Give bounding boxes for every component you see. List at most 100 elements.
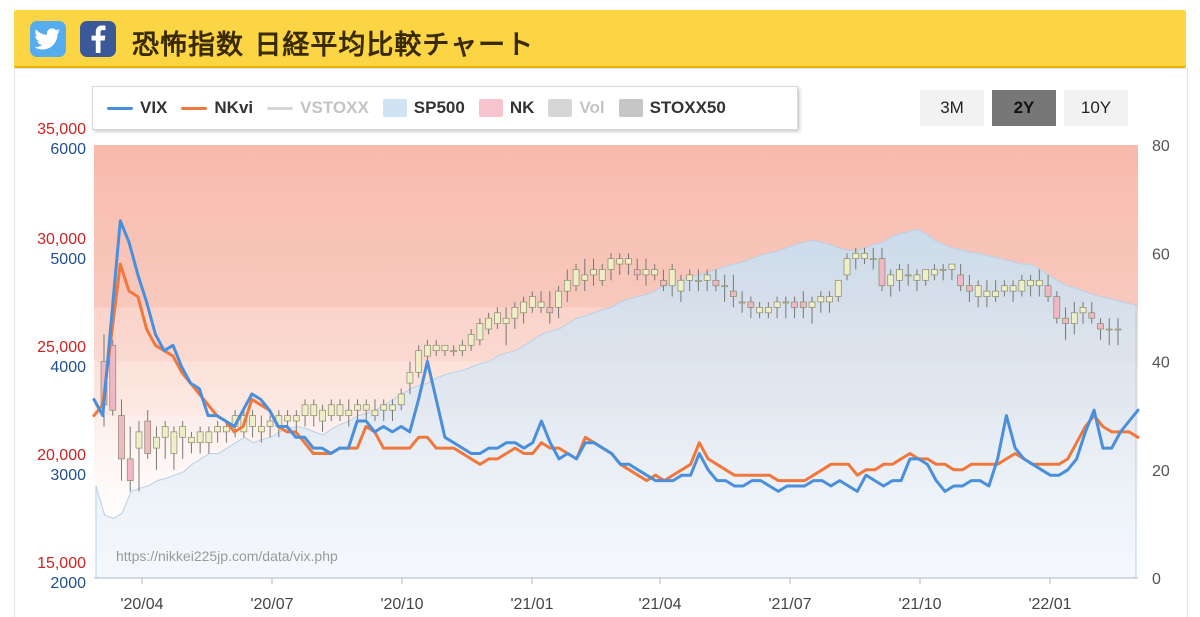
stoxx50-candle-body (555, 290, 562, 308)
stoxx50-candle-body (1018, 279, 1026, 292)
stoxx50-candle-body (633, 269, 641, 276)
legend-label: STOXX50 (649, 98, 726, 117)
stoxx50-candle-body (896, 269, 903, 281)
stoxx50-candle-body (563, 279, 571, 292)
legend-swatch (107, 106, 133, 110)
stoxx50-candle-body (520, 301, 527, 314)
stoxx50-candle-body (546, 307, 554, 314)
stoxx50-candle-body (397, 393, 405, 406)
stoxx50-candle-body (904, 274, 912, 277)
stoxx50-candle-body (179, 426, 187, 438)
stoxx50-candle-body (974, 285, 982, 297)
legend-item-nkvi[interactable]: NKvi (181, 98, 253, 118)
stoxx50-candle-body (782, 301, 790, 304)
stoxx50-candle-body (721, 285, 728, 288)
stoxx50-candle-body (957, 274, 965, 287)
left-axis-nk-tick: 30,000 (37, 231, 86, 248)
stoxx50-candle-body (441, 344, 449, 352)
x-tick-label: '21/01 (510, 596, 553, 613)
stoxx50-candle-body (284, 415, 291, 422)
legend-swatch (548, 99, 573, 117)
legend-item-stoxx50[interactable]: STOXX50 (618, 98, 726, 118)
x-tick-label: '20/04 (120, 596, 163, 613)
legend-item-vix[interactable]: VIX (107, 98, 167, 118)
stoxx50-candle-body (869, 258, 877, 261)
stoxx50-candle-body (1079, 307, 1087, 314)
twitter-icon (35, 28, 60, 50)
legend-label: Vol (579, 98, 605, 117)
vix-series-line (92, 219, 1140, 493)
stoxx50-candle-body (319, 409, 326, 422)
legend-item-nk[interactable]: NK (478, 98, 534, 118)
facebook-icon (91, 25, 106, 53)
stoxx50-candle-body (992, 290, 999, 297)
stoxx50-candle-body (214, 426, 221, 433)
stoxx50-candle-body (1097, 323, 1104, 330)
legend-item-vstoxx[interactable]: VSTOXX (267, 98, 369, 118)
stoxx50-candle-body (677, 279, 685, 292)
stoxx50-candle-body (161, 426, 169, 438)
legend-swatch (267, 106, 294, 110)
stoxx50-candle-body (756, 307, 763, 314)
stoxx50-candle-body (642, 269, 650, 276)
range-2y-button[interactable]: 2Y (992, 90, 1056, 126)
right-axis-tick: 80 (1152, 138, 1170, 155)
stoxx50-candle-body (118, 415, 125, 460)
x-tick-label: '20/10 (380, 596, 423, 613)
stoxx50-candle-body (817, 296, 825, 303)
stoxx50-candle-body (1088, 312, 1096, 319)
left-axis-sp-tick: 3000 (50, 467, 86, 484)
stoxx50-candle-body (808, 301, 816, 308)
stoxx50-candle-body (607, 258, 615, 270)
stoxx50-candle-body (310, 404, 318, 416)
stoxx50-candle-body (459, 344, 466, 352)
stoxx50-candle-body (616, 258, 624, 265)
right-axis-tick: 40 (1152, 355, 1170, 372)
x-tick-label: '21/10 (898, 596, 941, 613)
stoxx50-candle-body (773, 301, 781, 308)
stoxx50-candle-body (380, 404, 388, 411)
range-3m-button[interactable]: 3M (920, 90, 984, 126)
left-axis-sp-tick: 6000 (50, 141, 86, 158)
stoxx50-candle-body (1001, 285, 1008, 292)
stoxx50-candle-body (301, 404, 309, 416)
left-axis-nk-tick: 20,000 (37, 447, 86, 464)
stoxx50-candle-body (983, 290, 991, 297)
legend-item-sp500[interactable]: SP500 (382, 98, 465, 118)
legend-label: VSTOXX (300, 98, 369, 117)
stoxx50-candle-body (738, 301, 746, 304)
right-axis-tick: 0 (1152, 571, 1161, 588)
stoxx50-candle-body (712, 279, 720, 287)
x-tick-label: '22/01 (1028, 596, 1071, 613)
legend-swatch (478, 99, 503, 117)
stoxx50-candle-body (791, 301, 798, 308)
stoxx50-candle-body (327, 404, 335, 416)
left-axis-sp-tick: 5000 (50, 251, 86, 268)
stoxx50-candle-body (188, 436, 195, 444)
stoxx50-candle-body (257, 426, 265, 433)
facebook-share-button[interactable] (80, 21, 116, 57)
stoxx50-candle-body (625, 258, 632, 265)
stoxx50-candle-body (572, 269, 580, 287)
stoxx50-candle-body (537, 301, 545, 308)
stoxx50-candle-body (747, 301, 755, 308)
stoxx50-candle-body (966, 285, 973, 292)
stoxx50-candle-body (843, 258, 851, 276)
stoxx50-candle-body (913, 274, 921, 281)
legend-swatch (618, 99, 643, 117)
stoxx50-candle-body (834, 279, 842, 297)
stoxx50-candle-body (389, 404, 396, 411)
stoxx50-candle-body (861, 252, 868, 260)
stoxx50-candle-body (205, 431, 213, 444)
stoxx50-candle-body (485, 317, 492, 330)
stoxx50-candle-body (764, 307, 772, 314)
range-10y-button[interactable]: 10Y (1064, 90, 1128, 126)
stoxx50-candle-body (887, 274, 895, 287)
twitter-share-button[interactable] (30, 21, 66, 57)
legend-label: SP500 (413, 98, 465, 117)
stoxx50-candle-body (432, 344, 440, 352)
legend-item-vol[interactable]: Vol (548, 98, 605, 118)
stoxx50-candle-body (196, 431, 204, 444)
left-axis-nk-tick: 15,000 (37, 555, 86, 572)
